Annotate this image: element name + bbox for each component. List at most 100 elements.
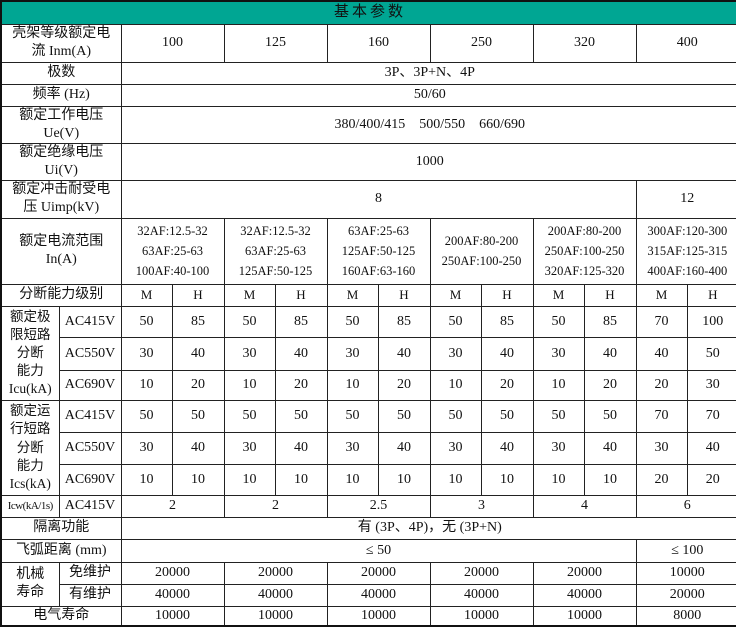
value-cell: M: [532, 283, 585, 307]
value-cell: 30: [223, 431, 276, 465]
value-cell: 6: [635, 494, 736, 518]
value-cell: 30: [686, 369, 736, 401]
value-cell: 40: [377, 336, 431, 371]
value-cell: 50: [583, 399, 637, 433]
value-cell: 有 (3P、4P)，无 (3P+N): [120, 516, 736, 540]
row-label-poles: 极数: [0, 61, 122, 85]
voltage-sublabel: AC550V: [58, 336, 122, 371]
row-ics-ac550: AC550V 30 40 30 40 30 40 30 40 30 40 30 …: [1, 431, 736, 465]
value-cell: ≤ 100: [635, 538, 736, 563]
row-label-frequency: 频率 (Hz): [0, 83, 122, 107]
voltage-sublabel: AC550V: [58, 431, 122, 465]
value-cell: 40: [686, 431, 736, 465]
value-cell: 10: [532, 463, 585, 496]
voltage-sublabel: AC415V: [58, 399, 122, 433]
value-cell: 10: [429, 369, 482, 401]
row-ue: 额定工作电压 Ue(V) 380/400/415 500/550 660/690: [0, 105, 736, 144]
row-isolation: 隔离功能 有 (3P、4P)，无 (3P+N): [0, 516, 736, 540]
value-cell: 300AF:120-300 315AF:125-315 400AF:160-40…: [635, 217, 736, 285]
value-cell: 30: [326, 431, 379, 465]
value-cell: 50: [120, 305, 173, 338]
value-cell: M: [120, 283, 173, 307]
value-cell: H: [377, 283, 431, 307]
row-icu-ac415: 额定极 限短路 分断 能力 Icu(kA) AC415V 50 85 50 85…: [0, 305, 736, 401]
row-poles: 极数 3P、3P+N、4P: [0, 61, 736, 85]
row-arc-distance: 飞弧距离 (mm) ≤ 50 ≤ 100: [0, 538, 736, 563]
value-cell: 10: [532, 369, 585, 401]
value-cell: 85: [274, 305, 328, 338]
value-cell: H: [480, 283, 534, 307]
value-cell: 50: [171, 399, 225, 433]
value-cell: 85: [377, 305, 431, 338]
row-icu-ac690: AC690V 10 20 10 20 10 20 10 20 10 20 20 …: [1, 369, 736, 401]
value-cell: 8000: [635, 605, 736, 627]
value-cell: 20: [635, 369, 688, 401]
value-cell: 380/400/415 500/550 660/690: [120, 105, 736, 144]
value-cell: 8: [120, 180, 637, 219]
value-cell: 50: [223, 399, 276, 433]
value-cell: 85: [171, 305, 225, 338]
row-icu-ac550: AC550V 30 40 30 40 30 40 30 40 30 40 40 …: [1, 336, 736, 371]
value-cell: 30: [326, 336, 379, 371]
value-cell: 20000: [429, 561, 534, 585]
value-cell: 10: [120, 463, 173, 496]
value-cell: 40000: [326, 583, 431, 607]
value-cell: 10000: [635, 561, 736, 585]
value-cell: 40: [583, 336, 637, 371]
value-cell: 4: [532, 494, 637, 518]
value-cell: ≤ 50: [120, 538, 637, 563]
value-cell: 50: [223, 305, 276, 338]
row-label-breaking-class: 分断能力级别: [0, 283, 122, 307]
value-cell: 20000: [326, 561, 431, 585]
value-cell: 10000: [429, 605, 534, 627]
row-label-in-range: 额定电流范围 In(A): [0, 217, 122, 285]
value-cell: 160: [326, 23, 431, 63]
value-cell: 40: [171, 431, 225, 465]
value-cell: 10: [171, 463, 225, 496]
value-cell: 40: [480, 431, 534, 465]
row-current-range: 额定电流范围 In(A) 32AF:12.5-32 63AF:25-63 100…: [0, 217, 736, 285]
row-label-arc: 飞弧距离 (mm): [0, 538, 122, 563]
value-cell: 50: [326, 399, 379, 433]
row-label-ue: 额定工作电压 Ue(V): [0, 105, 122, 144]
value-cell: 30: [532, 431, 585, 465]
value-cell: 2.5: [326, 494, 431, 518]
value-cell: 20: [480, 369, 534, 401]
row-label-elec-life: 电气寿命: [0, 605, 122, 627]
voltage-sublabel: AC415V: [58, 305, 122, 338]
row-label-ics: 额定运 行短路 分断 能力 Ics(kA): [0, 399, 60, 496]
value-cell: 20: [171, 369, 225, 401]
row-label-icw: Icw(kA/1s): [0, 494, 60, 518]
row-label-ui: 额定绝缘电压 Ui(V): [0, 142, 122, 182]
value-cell: 70: [635, 399, 688, 433]
value-cell: 1000: [120, 142, 736, 182]
value-cell: 20: [583, 369, 637, 401]
value-cell: 40: [274, 431, 328, 465]
row-mech-life-free: 机械 寿命 免维护 20000 20000 20000 20000 20000 …: [0, 561, 736, 607]
row-elec-life: 电气寿命 10000 10000 10000 10000 10000 8000: [0, 605, 736, 627]
value-cell: 50: [686, 336, 736, 371]
row-label-isolation: 隔离功能: [0, 516, 122, 540]
value-cell: 10000: [120, 605, 225, 627]
value-cell: 100: [120, 23, 225, 63]
value-cell: M: [223, 283, 276, 307]
value-cell: 40: [635, 336, 688, 371]
value-cell: 20000: [120, 561, 225, 585]
value-cell: 200AF:80-200 250AF:100-250 320AF:125-320: [532, 217, 637, 285]
value-cell: 20000: [223, 561, 328, 585]
value-cell: 63AF:25-63 125AF:50-125 160AF:63-160: [326, 217, 431, 285]
value-cell: 20000: [635, 583, 736, 607]
value-cell: M: [326, 283, 379, 307]
row-label-uimp: 额定冲击耐受电 压 Uimp(kV): [0, 180, 122, 219]
value-cell: H: [274, 283, 328, 307]
value-cell: 320: [532, 23, 637, 63]
value-cell: 50: [532, 305, 585, 338]
row-frequency: 频率 (Hz) 50/60: [0, 83, 736, 107]
value-cell: 40000: [532, 583, 637, 607]
row-label-icu: 额定极 限短路 分断 能力 Icu(kA): [0, 305, 60, 401]
value-cell: 40: [274, 336, 328, 371]
value-cell: 125: [223, 23, 328, 63]
value-cell: 30: [429, 431, 482, 465]
value-cell: 10: [120, 369, 173, 401]
